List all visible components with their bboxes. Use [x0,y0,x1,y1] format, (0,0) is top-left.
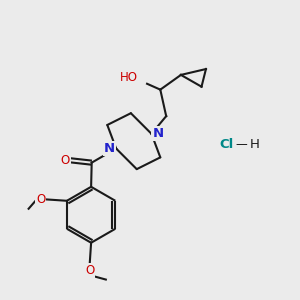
Text: HO: HO [120,71,138,84]
Text: H: H [250,138,260,151]
Text: —: — [236,138,247,151]
Text: N: N [152,127,164,140]
Text: Cl: Cl [219,138,234,151]
Text: O: O [61,154,70,167]
Text: O: O [85,264,94,277]
Text: N: N [104,142,115,155]
Text: O: O [36,193,45,206]
